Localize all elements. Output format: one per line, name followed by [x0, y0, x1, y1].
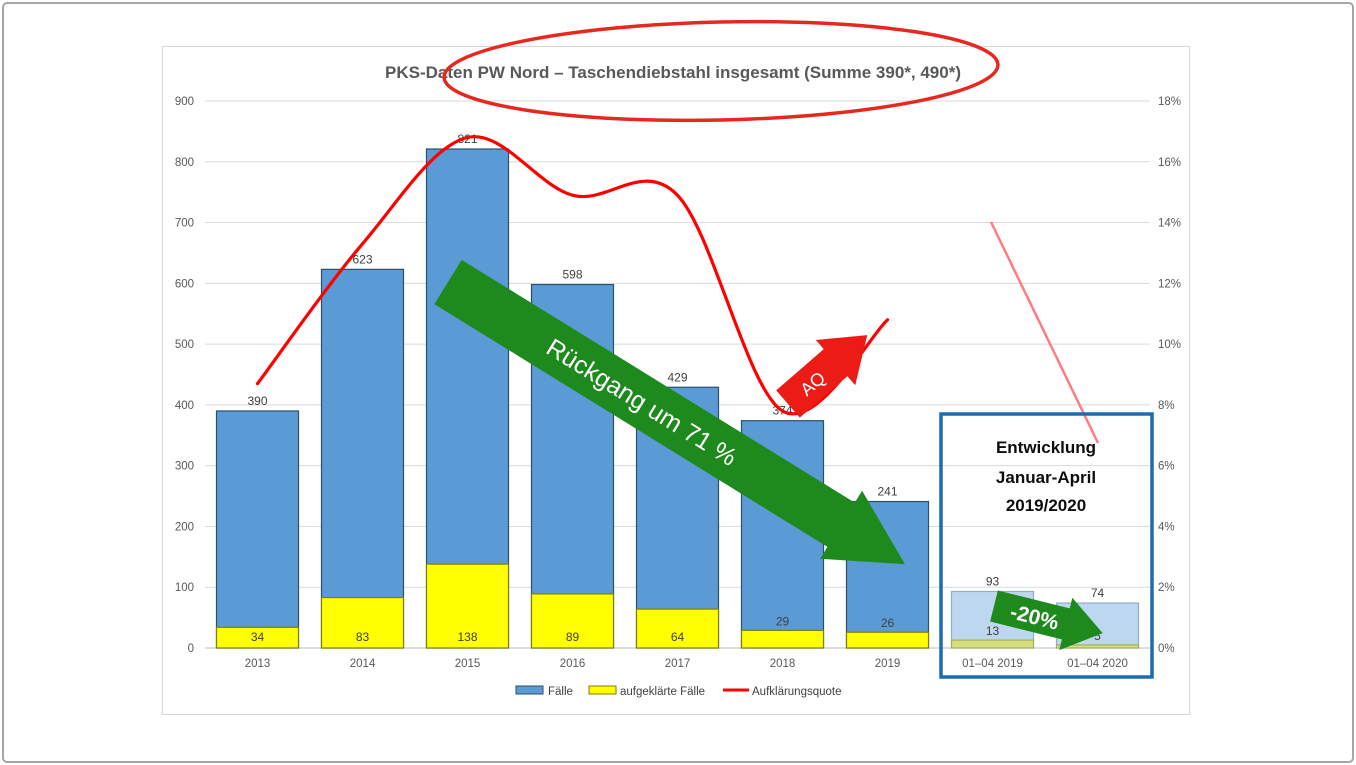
left-axis-tick: 100	[175, 582, 194, 594]
legend-label-aufgeklaerte: aufgeklärte Fälle	[620, 686, 705, 698]
left-axis-tick: 900	[175, 96, 194, 108]
right-axis-tick: 0%	[1158, 643, 1175, 655]
bar-cleared-label: 29	[776, 614, 790, 628]
right-axis-tick: 2%	[1158, 582, 1175, 594]
bar-cleared	[320, 596, 405, 649]
axis-ticks: 0 100 200 300 400 500 600 700 800 900 0% 2% 4% 6% 8% 10…	[175, 96, 1181, 670]
left-axis-tick: 600	[175, 278, 194, 290]
bar-cleared-label: 89	[566, 630, 580, 644]
right-axis-tick: 14%	[1158, 218, 1181, 230]
bar-cleared-label: 13	[986, 624, 1000, 638]
bar-total-label: 93	[986, 574, 1000, 588]
left-axis-tick: 800	[175, 157, 194, 169]
bar-cleared	[740, 629, 825, 649]
right-axis-tick: 8%	[1158, 400, 1175, 412]
decline-arrow-shape	[434, 259, 905, 565]
left-axis-tick: 300	[175, 461, 194, 473]
bar-cleared	[215, 626, 300, 649]
bar-total-label: 429	[667, 370, 687, 384]
bar-cleared-label: 64	[671, 630, 685, 644]
bar-cleared	[1055, 644, 1140, 649]
category-label: 2016	[560, 658, 586, 670]
left-axis-tick: 0	[188, 643, 194, 655]
inset-title-line3: 2019/2020	[1006, 496, 1086, 515]
right-axis-tick: 4%	[1158, 521, 1175, 533]
right-axis-tick: 16%	[1158, 157, 1181, 169]
inset-arrow-shape	[990, 590, 1103, 651]
bar-cleared-label: 26	[881, 616, 895, 630]
category-label: 2018	[770, 658, 796, 670]
bar-total-label: 623	[352, 252, 372, 266]
right-axis-tick: 6%	[1158, 461, 1175, 473]
inset-title-line1: Entwicklung	[996, 438, 1096, 457]
aq-line	[255, 135, 890, 416]
aq-line-layer	[255, 135, 890, 416]
bar-total-label: 598	[562, 268, 582, 282]
right-axis-tick: 10%	[1158, 339, 1181, 351]
bar-cleared	[845, 631, 930, 649]
left-axis-tick: 400	[175, 400, 194, 412]
legend-label-faelle: Fälle	[548, 686, 573, 698]
bar-cleared	[635, 608, 720, 649]
inset-box: Entwicklung Januar-April 2019/2020	[939, 412, 1154, 679]
legend-label-quote: Aufklärungsquote	[752, 686, 842, 698]
bar-cleared-label: 5	[1094, 629, 1101, 643]
category-label: 01–04 2020	[1067, 658, 1128, 670]
inset-title-line2: Januar-April	[996, 468, 1096, 487]
category-label: 2017	[665, 658, 691, 670]
right-axis-tick: 12%	[1158, 278, 1181, 290]
legend-swatch-aufgeklaerte	[588, 685, 617, 695]
bar-total-label: 241	[877, 485, 897, 499]
bar-cleared-label: 138	[457, 630, 477, 644]
bar-total-label: 74	[1091, 586, 1105, 600]
chart-title: PKS-Daten PW Nord – Taschendiebstahl ins…	[385, 63, 961, 82]
inset-box-border	[939, 412, 1154, 679]
category-label: 2014	[350, 658, 376, 670]
left-axis-tick: 700	[175, 218, 194, 230]
bar-total	[215, 410, 300, 649]
bar-cleared-label: 83	[356, 630, 370, 644]
bar-total-label: 390	[247, 394, 267, 408]
left-axis-tick: 500	[175, 339, 194, 351]
bar-cleared-label: 34	[251, 630, 265, 644]
inset-arrow: -20%	[990, 590, 1103, 651]
category-label: 2015	[455, 658, 481, 670]
category-label: 01–04 2019	[962, 658, 1023, 670]
legend-swatch-faelle	[515, 685, 544, 695]
pink-callout-line	[989, 221, 1100, 444]
bar-cleared	[950, 639, 1035, 649]
legend: Fälle aufgeklärte Fälle Aufklärungsquote	[515, 685, 842, 698]
bar-total	[320, 268, 405, 649]
aq-arrow: AQ	[776, 335, 868, 418]
category-label: 2013	[245, 658, 271, 670]
left-axis-tick: 200	[175, 521, 194, 533]
bar-cleared	[425, 563, 510, 649]
aq-arrow-shape	[776, 335, 868, 418]
bar-cleared	[530, 593, 615, 649]
right-axis-tick: 18%	[1158, 96, 1181, 108]
title-circle-annotation	[442, 19, 1000, 123]
category-label: 2019	[875, 658, 901, 670]
